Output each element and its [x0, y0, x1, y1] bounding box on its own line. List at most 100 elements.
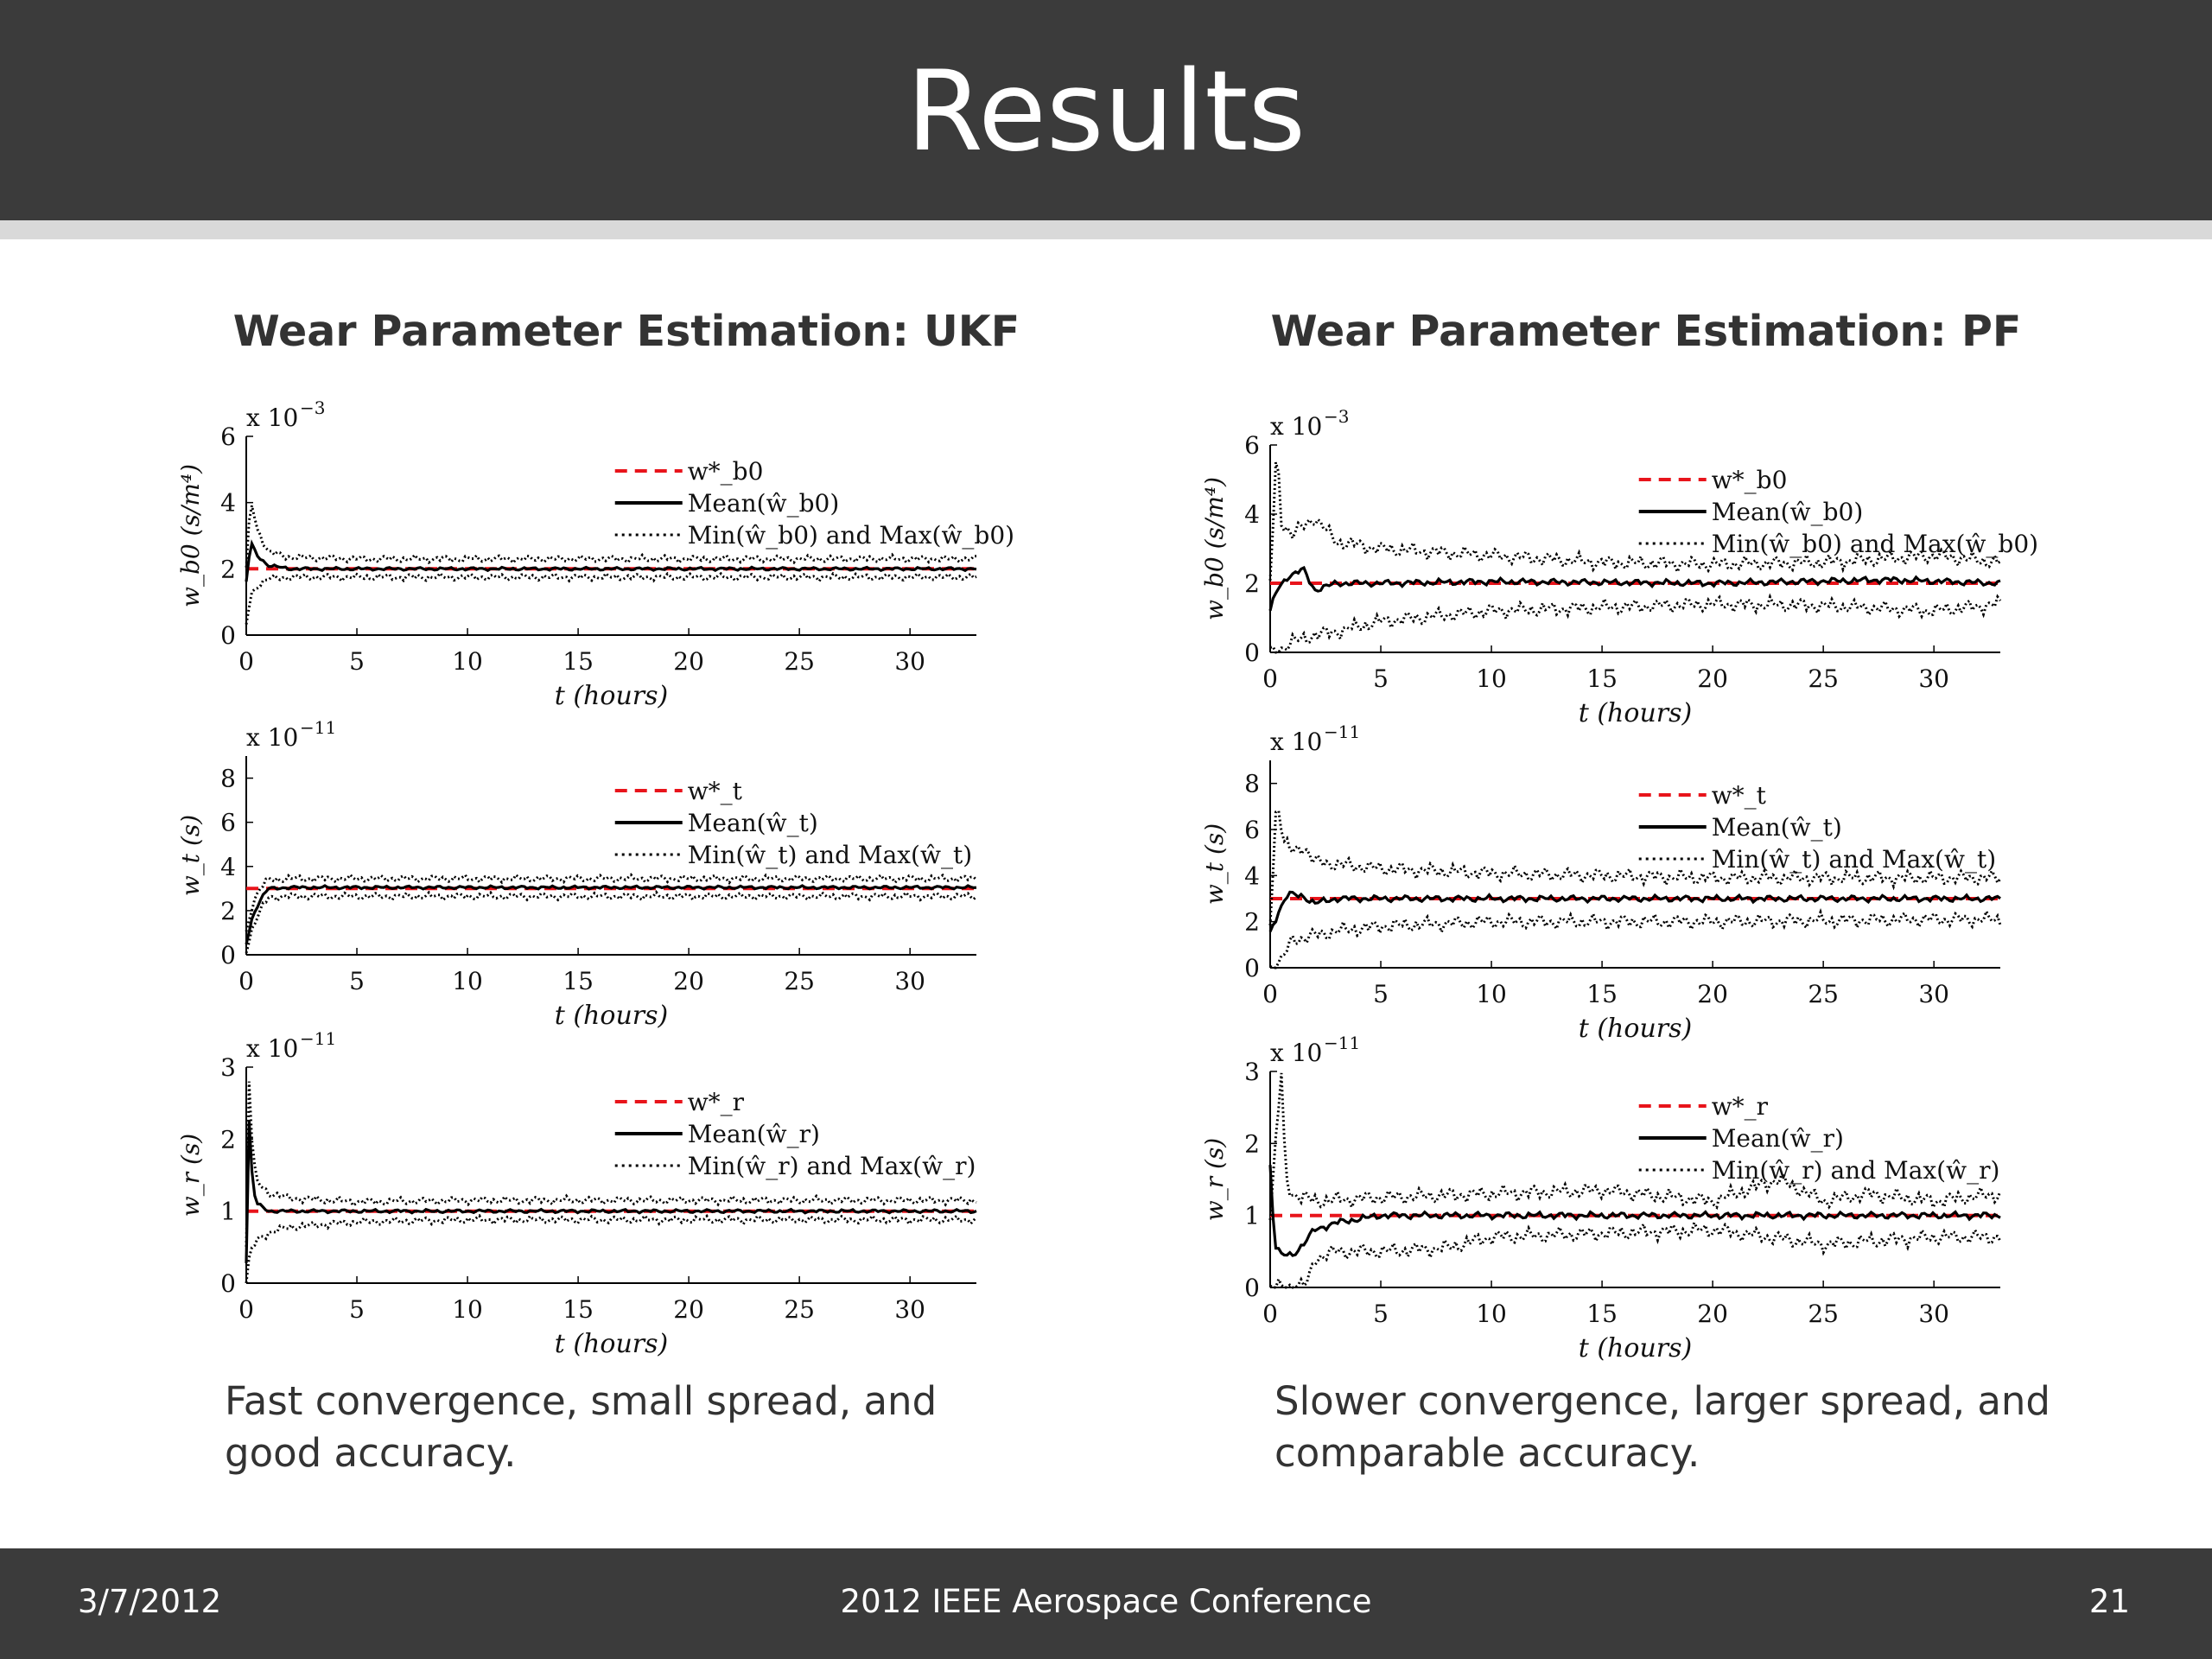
pf-wt-legend-label: Min(ŵ_t) and Max(ŵ_t) — [1712, 845, 1996, 874]
pf-wt-legend-label: Mean(ŵ_t) — [1712, 813, 1842, 842]
ukf-wb0-x-tick-label: 15 — [563, 647, 594, 676]
ukf-wb0-y-tick-label: 6 — [220, 423, 236, 451]
ukf-wt-x-axis-label: t (hours) — [555, 1001, 668, 1031]
pf-wr-chart: 0 5 10 15 20 25 30 0 1 2 3 x 10 −11 t (hours) w_r (s) w… — [1200, 1033, 2002, 1363]
pf-wb0-x-tick-label: 20 — [1697, 664, 1728, 693]
pf-wr-series-min-r- — [1269, 1218, 2002, 1289]
ukf-wb0-x-tick-label: 30 — [894, 647, 925, 676]
ukf-wb0-x-tick-label: 25 — [784, 647, 815, 676]
ukf-wb0-legend-label: Mean(ŵ_b0) — [688, 489, 840, 518]
pf-wr-y-tick-label: 0 — [1244, 1274, 1260, 1302]
pf-wb0-x-axis-label: t (hours) — [1579, 698, 1692, 728]
pf-wb0-y-tick-label: 6 — [1244, 431, 1260, 460]
pf-wt-series-max-t- — [1268, 809, 2002, 925]
footer-page-number: 21 — [2088, 1583, 2130, 1620]
pf-wt-x-tick-label: 15 — [1586, 980, 1618, 1008]
ukf-wb0-series-min-b0- — [245, 570, 977, 625]
ukf-wt-legend-label: w*_t — [688, 777, 743, 805]
pf-wt-x-tick-label: 20 — [1697, 980, 1728, 1008]
ukf-wt-legend-label: Min(ŵ_t) and Max(ŵ_t) — [688, 841, 972, 869]
pf-wr-legend-label: Mean(ŵ_r) — [1712, 1124, 1844, 1153]
pf-wt-scale-exponent: −11 — [1324, 721, 1360, 742]
ukf-wr-x-tick-label: 20 — [673, 1295, 704, 1324]
pf-wt-chart: 0 5 10 15 20 25 30 0 2 4 6 8 x 10 −11 t (hours) w_t (s)… — [1200, 721, 2002, 1044]
pf-wt-x-axis-label: t (hours) — [1579, 1014, 1692, 1044]
pf-wb0-x-tick-label: 25 — [1808, 664, 1839, 693]
ukf-wr-x-tick-label: 30 — [894, 1295, 925, 1324]
pf-wt-y-axis-label: w_t (s) — [1200, 823, 1229, 905]
pf-wr-x-tick-label: 30 — [1918, 1300, 1949, 1328]
footer-date: 3/7/2012 — [78, 1583, 222, 1620]
ukf-wr-scale-multiplier: x 10 — [246, 1034, 298, 1063]
ukf-wb0-y-tick-label: 0 — [220, 621, 236, 650]
pf-wt-y-tick-label: 8 — [1244, 770, 1260, 798]
pf-wb0-legend-label: w*_b0 — [1712, 466, 1788, 494]
pf-wt-series-mean-t- — [1268, 890, 2001, 932]
ukf-wt-x-tick-label: 30 — [894, 967, 925, 995]
pf-wb0-y-axis-label: w_b0 (s/m⁴) — [1200, 477, 1229, 620]
pf-wr-x-tick-label: 25 — [1808, 1300, 1839, 1328]
ukf-wb0-x-tick-label: 0 — [238, 647, 254, 676]
pf-wb0-y-tick-label: 0 — [1244, 639, 1260, 667]
ukf-wr-legend-label: Min(ŵ_r) and Max(ŵ_r) — [688, 1152, 976, 1180]
ukf-wt-series-mean-t- — [245, 884, 977, 945]
ukf-wb0-chart: 0 5 10 15 20 25 30 0 2 4 6 x 10 −3 t (hours) w_b0 (s/m… — [176, 397, 1014, 711]
ukf-wr-x-tick-label: 5 — [349, 1295, 365, 1324]
ukf-wr-y-tick-label: 0 — [220, 1269, 236, 1298]
ukf-wb0-x-tick-label: 20 — [673, 647, 704, 676]
ukf-wr-y-tick-label: 2 — [220, 1125, 236, 1154]
ukf-wr-y-tick-label: 3 — [220, 1053, 236, 1082]
pf-wt-y-tick-label: 6 — [1244, 816, 1260, 844]
pf-wr-x-tick-label: 20 — [1697, 1300, 1728, 1328]
pf-wb0-chart: 0 5 10 15 20 25 30 0 2 4 6 x 10 −3 t (hours) w_b0 (s/m… — [1200, 406, 2038, 728]
ukf-panel-heading: Wear Parameter Estimation: UKF — [232, 307, 1020, 356]
pf-wb0-series-min-b0- — [1269, 593, 2002, 654]
footer-bar: 3/7/2012 2012 IEEE Aerospace Conference … — [0, 1548, 2212, 1659]
ukf-wt-y-tick-label: 8 — [220, 765, 236, 793]
pf-wt-series-min-t- — [1269, 907, 2002, 969]
pf-wb0-series-mean-b0- — [1268, 565, 2001, 612]
pf-wr-y-tick-label: 3 — [1244, 1058, 1260, 1086]
ukf-wt-x-tick-label: 25 — [784, 967, 815, 995]
ukf-caption: Fast convergence, small spread, and good… — [225, 1378, 938, 1476]
pf-wb0-scale-exponent: −3 — [1324, 406, 1349, 427]
pf-wr-x-tick-label: 15 — [1586, 1300, 1618, 1328]
pf-wb0-y-tick-label: 4 — [1244, 500, 1260, 529]
ukf-wt-scale-exponent: −11 — [300, 717, 336, 738]
pf-wt-x-tick-label: 10 — [1476, 980, 1507, 1008]
ukf-wt-series-max-t- — [245, 872, 978, 932]
pf-wb0-scale-multiplier: x 10 — [1270, 412, 1322, 441]
pf-wt-y-tick-label: 0 — [1244, 954, 1260, 982]
ukf-wb0-series-max-b0- — [245, 505, 977, 568]
pf-wb0-x-tick-label: 5 — [1373, 664, 1389, 693]
ukf-wb0-x-tick-label: 10 — [452, 647, 483, 676]
ukf-wr-x-axis-label: t (hours) — [555, 1329, 668, 1359]
ukf-wr-x-tick-label: 10 — [452, 1295, 483, 1324]
pf-wt-y-tick-label: 2 — [1244, 908, 1260, 937]
ukf-wt-y-tick-label: 6 — [220, 809, 236, 837]
pf-wr-y-tick-label: 2 — [1244, 1129, 1260, 1158]
ukf-wb0-x-tick-label: 5 — [349, 647, 365, 676]
ukf-wr-series-min-r- — [245, 1213, 978, 1284]
pf-wr-legend-label: Min(ŵ_r) and Max(ŵ_r) — [1712, 1156, 2000, 1185]
ukf-wr-y-tick-label: 1 — [220, 1198, 236, 1226]
ukf-wr-chart: 0 5 10 15 20 25 30 0 1 2 3 x 10 −11 t (hours) w_r (s) w… — [176, 1028, 978, 1359]
ukf-wt-series-min-t- — [245, 889, 978, 954]
footer-conference: 2012 IEEE Aerospace Conference — [840, 1583, 1372, 1620]
pf-wt-legend-label: w*_t — [1712, 781, 1767, 810]
pf-wt-x-tick-label: 30 — [1918, 980, 1949, 1008]
ukf-wt-y-tick-label: 0 — [220, 941, 236, 969]
ukf-wr-scale-exponent: −11 — [300, 1028, 336, 1049]
pf-wt-x-tick-label: 5 — [1373, 980, 1389, 1008]
ukf-wt-x-tick-label: 0 — [238, 967, 254, 995]
ukf-wr-x-tick-label: 15 — [563, 1295, 594, 1324]
ukf-wt-legend-label: Mean(ŵ_t) — [688, 809, 818, 837]
pf-wr-series-mean-r- — [1268, 1165, 2001, 1257]
pf-wr-legend-label: w*_r — [1712, 1092, 1769, 1121]
pf-wr-scale-multiplier: x 10 — [1270, 1039, 1322, 1067]
pf-wb0-x-tick-label: 0 — [1262, 664, 1278, 693]
pf-caption: Slower convergence, larger spread, and c… — [1274, 1378, 2050, 1476]
pf-wb0-x-tick-label: 10 — [1476, 664, 1507, 693]
pf-wr-x-tick-label: 0 — [1262, 1300, 1278, 1328]
ukf-wr-x-tick-label: 0 — [238, 1295, 254, 1324]
